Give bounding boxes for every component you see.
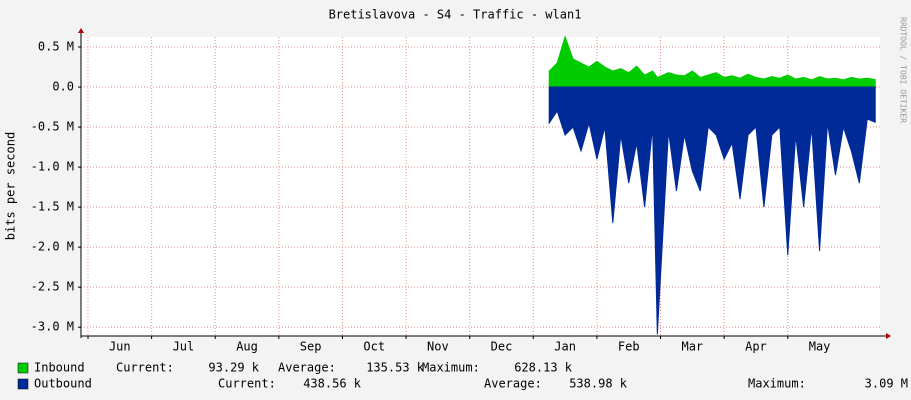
legend-stat-label: Current: (116, 361, 174, 375)
y-axis-label: bits per second (4, 132, 18, 240)
watermark: RRDTOOL / TOBI OETIKER (899, 17, 908, 123)
legend-stat-label: Average: (484, 377, 542, 391)
legend-stat-label: Current: (218, 377, 276, 391)
legend-stat-label: Average: (278, 361, 336, 375)
x-axis-arrow (886, 333, 891, 339)
y-tick-label: -1.0 M (31, 160, 74, 174)
legend-stat-label: Maximum: (422, 361, 480, 375)
x-tick-label: Jun (109, 340, 131, 354)
legend-value: 628.13 k (514, 361, 573, 375)
legend-value: 3.09 M (865, 377, 908, 391)
x-tick-label: May (809, 340, 831, 354)
y-tick-label: -3.0 M (31, 320, 74, 334)
x-tick-label: Mar (681, 340, 703, 354)
legend-label: Inbound (34, 361, 85, 375)
legend-value: 438.56 k (303, 377, 362, 391)
x-tick-label: Nov (427, 340, 449, 354)
legend-swatch (17, 362, 29, 374)
x-tick-label: Dec (491, 340, 513, 354)
legend-swatch (17, 378, 29, 390)
y-tick-label: -2.0 M (31, 240, 74, 254)
y-tick-label: 0.0 (52, 80, 74, 94)
x-tick-label: Aug (236, 340, 258, 354)
y-tick-label: -0.5 M (31, 120, 74, 134)
legend-value: 93.29 k (208, 361, 259, 375)
y-tick-label: 0.5 M (38, 40, 74, 54)
legend-stat-label: Maximum: (748, 377, 806, 391)
y-tick-label: -2.5 M (31, 280, 74, 294)
x-tick-label: Sep (300, 340, 322, 354)
x-tick-label: Jan (554, 340, 576, 354)
y-axis-arrow (78, 28, 84, 33)
y-tick-label: -1.5 M (31, 200, 74, 214)
area (548, 86, 876, 335)
chart-title: Bretislavova - S4 - Traffic - wlan1 (329, 8, 582, 22)
x-tick-label: Feb (618, 340, 640, 354)
legend-value: 538.98 k (569, 377, 628, 391)
x-tick-label: Oct (363, 340, 385, 354)
legend-label: Outbound (34, 377, 92, 391)
x-tick-label: Jul (173, 340, 195, 354)
x-tick-label: Apr (745, 340, 767, 354)
area (548, 35, 876, 88)
legend-value: 135.53 k (366, 361, 425, 375)
